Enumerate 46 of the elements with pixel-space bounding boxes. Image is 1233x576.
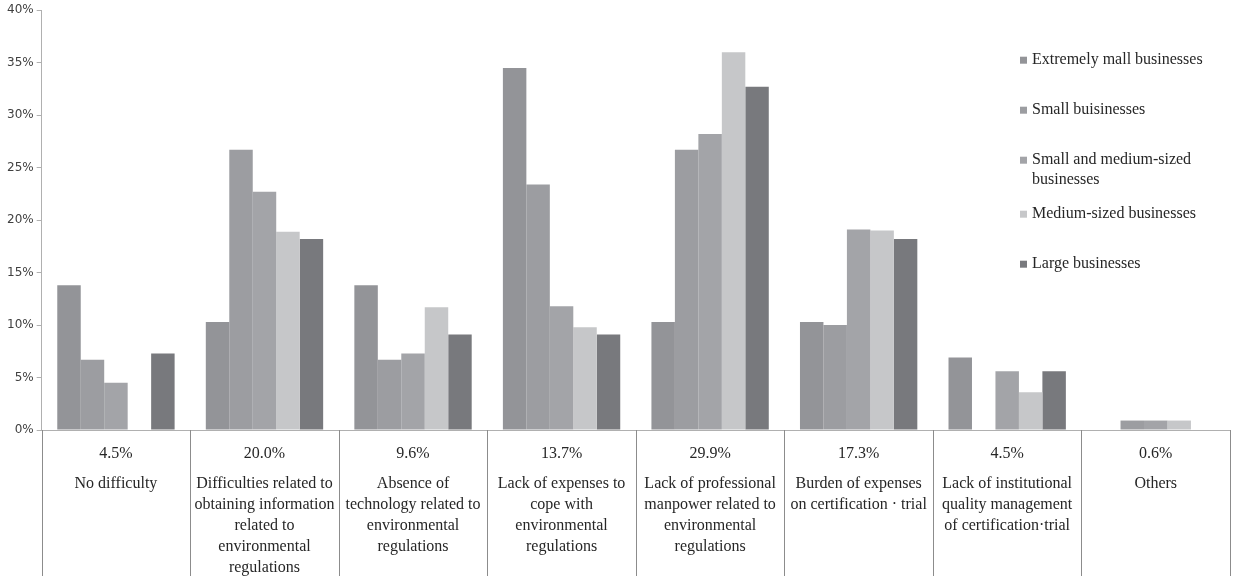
legend-label: Small buisinesses: [1032, 100, 1146, 118]
bar: [448, 334, 472, 430]
y-tick-label: 30%: [7, 107, 34, 122]
x-tick-label: Lack of expenses to cope with environmental regulations: [497, 474, 626, 556]
bar: [573, 327, 597, 430]
legend-label: Large businesses: [1032, 254, 1141, 273]
text: 29.9%: [689, 444, 731, 462]
bar: [424, 307, 449, 430]
bar: [596, 334, 621, 430]
x-tick-label: Lack of professional manpower related to environmental regulations: [644, 474, 777, 556]
text: 4.5%: [990, 444, 1024, 462]
legend-label: Medium-sized businesses: [1032, 204, 1196, 222]
y-tick-label: 5%: [14, 369, 34, 384]
text: 17.3%: [837, 444, 880, 462]
y-tick-label: 35%: [7, 54, 34, 69]
x-tick-label: Others: [1134, 474, 1178, 492]
y-tick-label: 20%: [7, 212, 34, 227]
bar: [870, 230, 894, 430]
bar: [276, 231, 300, 430]
y-tick-label: 25%: [7, 159, 34, 174]
bar: [948, 357, 972, 430]
y-tick-label: 10%: [7, 317, 34, 332]
x-tick-label: Lack of institutional quality management of certification·trial: [942, 474, 1073, 534]
y-tick-label: 15%: [7, 264, 34, 279]
text: 0.6%: [1139, 444, 1173, 462]
x-tick-label: Difficulties related to obtaining information related to environmental regulations: [194, 474, 335, 576]
y-tick-label: 40%: [7, 2, 34, 17]
bar: [151, 353, 175, 430]
x-tick-label: Burden of expenses on certification · trial: [790, 474, 928, 513]
bar: [893, 238, 918, 430]
bar: [995, 371, 1019, 430]
legend-label: Small and medium-sized businesses: [1032, 150, 1192, 188]
bar: [1167, 420, 1191, 430]
x-tick-label: No difficulty: [74, 474, 158, 493]
bar: [1018, 392, 1043, 430]
bar: [721, 52, 746, 430]
bar: [745, 86, 769, 430]
text: 4.5%: [99, 444, 133, 462]
bar: [1042, 371, 1066, 430]
x-tick-label: Absence of technology related to environmental regulations: [345, 474, 481, 556]
text: 9.6%: [396, 444, 430, 462]
legend-label: Extremely mall businesses: [1032, 50, 1203, 69]
text: 20.0%: [243, 444, 286, 462]
text: 13.7%: [540, 444, 583, 462]
bar: [299, 238, 324, 430]
y-tick-label: 0%: [14, 422, 34, 437]
